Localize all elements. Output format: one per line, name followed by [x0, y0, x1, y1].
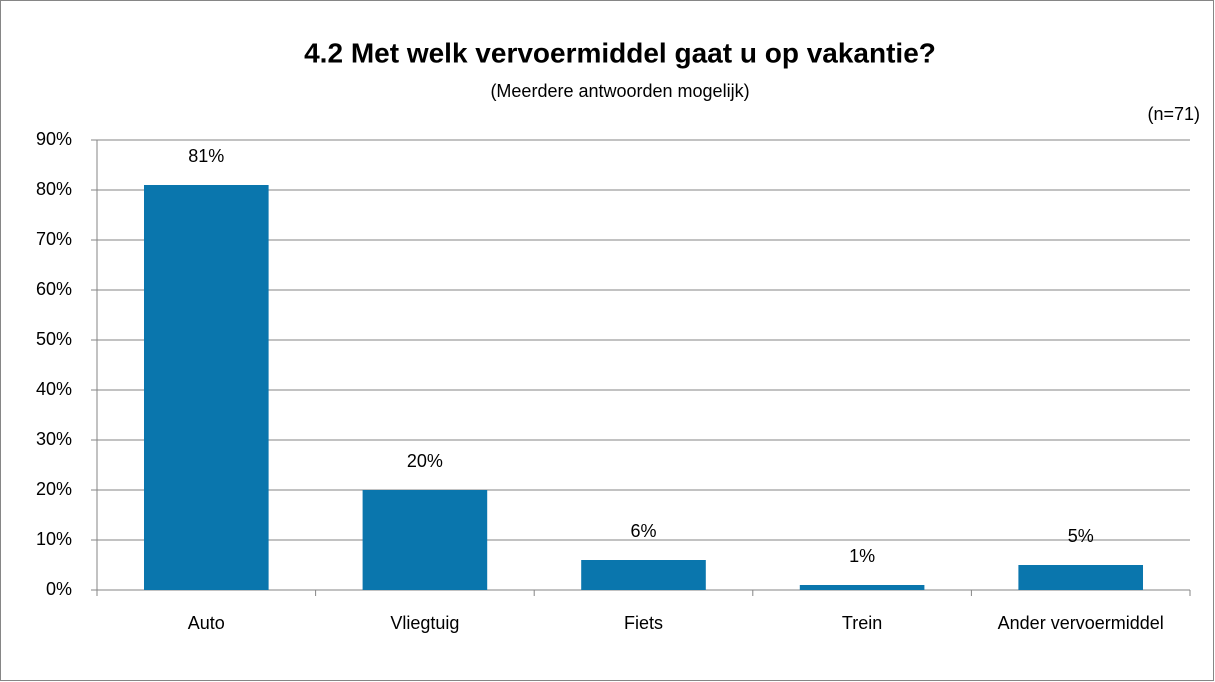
- bar: [362, 490, 488, 590]
- y-tick-label: 50%: [36, 329, 72, 349]
- x-tick-label: Ander vervoermiddel: [998, 613, 1164, 633]
- y-tick-label: 30%: [36, 429, 72, 449]
- bar: [581, 560, 706, 590]
- data-label: 1%: [849, 546, 875, 566]
- y-tick-label: 70%: [36, 229, 72, 249]
- data-label: 20%: [407, 451, 443, 471]
- data-label: 81%: [188, 146, 224, 166]
- chart-subtitle: (Meerdere antwoorden mogelijk): [490, 81, 749, 101]
- annotation: (n=71): [1147, 104, 1200, 124]
- y-tick-label: 20%: [36, 479, 72, 499]
- bar: [799, 585, 925, 590]
- x-tick-label: Auto: [188, 613, 225, 633]
- data-label: 6%: [630, 521, 656, 541]
- chart-title: 4.2 Met welk vervoermiddel gaat u op vak…: [304, 37, 936, 68]
- bar: [1018, 565, 1144, 590]
- x-tick-label: Vliegtuig: [390, 613, 459, 633]
- x-tick-label: Trein: [842, 613, 882, 633]
- bar: [143, 185, 269, 590]
- y-tick-label: 80%: [36, 179, 72, 199]
- x-tick-label: Fiets: [624, 613, 663, 633]
- y-tick-label: 90%: [36, 129, 72, 149]
- y-tick-label: 40%: [36, 379, 72, 399]
- y-tick-label: 10%: [36, 529, 72, 549]
- y-tick-label: 0%: [46, 579, 72, 599]
- data-label: 5%: [1068, 526, 1094, 546]
- y-tick-label: 60%: [36, 279, 72, 299]
